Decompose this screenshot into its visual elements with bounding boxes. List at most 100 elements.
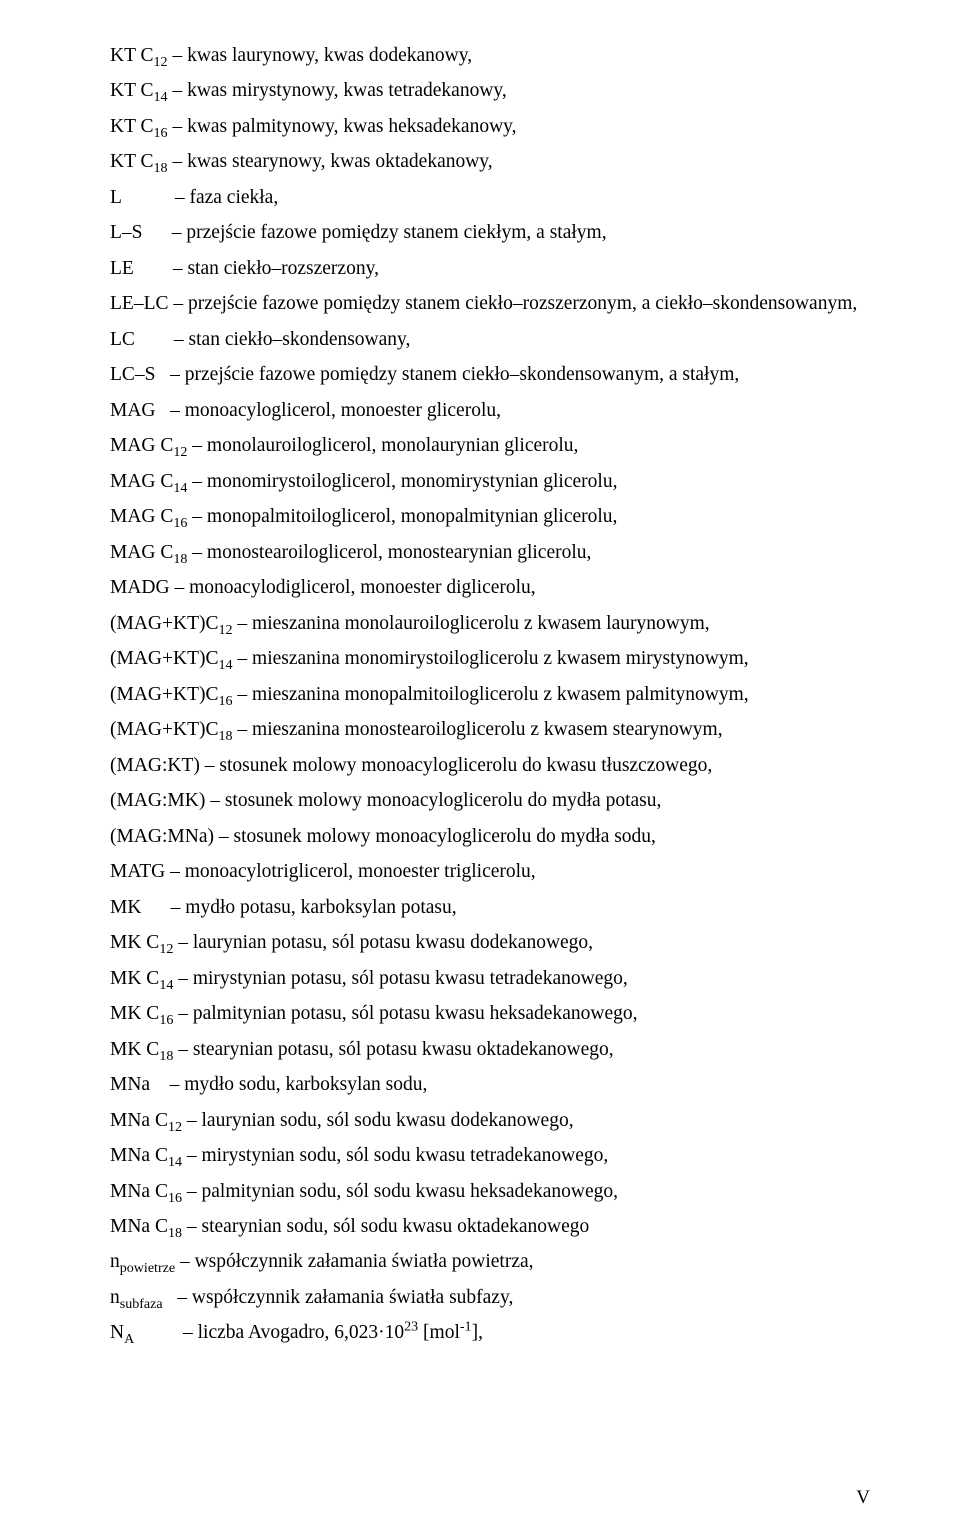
description: – mydło potasu, karboksylan potasu, xyxy=(171,897,457,918)
term: KT C xyxy=(110,80,154,101)
term: MNa C xyxy=(110,1110,168,1131)
definition-line: (MAG+KT)C18 – mieszanina monostearoilogl… xyxy=(110,712,870,747)
description-end: ], xyxy=(472,1322,483,1343)
description: – współczynnik załamania światła powietr… xyxy=(175,1251,533,1272)
term-subscript: subfaza xyxy=(120,1296,163,1312)
definition-line: LE–LC – przejście fazowe pomiędzy stanem… xyxy=(110,286,870,321)
term: LC xyxy=(110,329,135,350)
description: – przejście fazowe pomiędzy stanem ciekł… xyxy=(173,293,857,314)
description-superscript: 23 xyxy=(404,1319,418,1335)
description: – mydło sodu, karboksylan sodu, xyxy=(170,1074,428,1095)
description-tail-superscript: -1 xyxy=(460,1319,472,1335)
definition-line: MADG – monoacylodiglicerol, monoester di… xyxy=(110,570,870,605)
description: – liczba Avogadro, 6,023·10 xyxy=(183,1322,404,1343)
term: LE–LC xyxy=(110,293,169,314)
term-subscript: 12 xyxy=(173,444,187,460)
term: n xyxy=(110,1287,120,1308)
definition-line: LC–S – przejście fazowe pomiędzy stanem … xyxy=(110,357,870,392)
pad xyxy=(163,1287,178,1308)
term: MK xyxy=(110,897,141,918)
definition-line: npowietrze – współczynnik załamania świa… xyxy=(110,1244,870,1279)
description: – mieszanina monomirystoiloglicerolu z k… xyxy=(233,648,749,669)
term-subscript: 18 xyxy=(159,1047,173,1063)
term: MAG C xyxy=(110,471,173,492)
term: (MAG:MK) xyxy=(110,790,205,811)
definition-line: MAG C18 – monostearoiloglicerol, monoste… xyxy=(110,535,870,570)
description: – palmitynian sodu, sól sodu kwasu heksa… xyxy=(182,1181,618,1202)
term-subscript: 16 xyxy=(159,1012,173,1028)
term: MNa C xyxy=(110,1216,168,1237)
description: – stosunek molowy monoacyloglicerolu do … xyxy=(200,755,712,776)
document-page: KT C12 – kwas laurynowy, kwas dodekanowy… xyxy=(0,0,960,1537)
definition-line: L–S – przejście fazowe pomiędzy stanem c… xyxy=(110,215,870,250)
description: – laurynian sodu, sól sodu kwasu dodekan… xyxy=(182,1110,574,1131)
description: – kwas stearynowy, kwas oktadekanowy, xyxy=(168,151,493,172)
definition-line: LE – stan ciekło–rozszerzony, xyxy=(110,251,870,286)
definition-line: L – faza ciekła, xyxy=(110,180,870,215)
definition-line: MK C14 – mirystynian potasu, sól potasu … xyxy=(110,961,870,996)
description-tail: [mol xyxy=(418,1322,460,1343)
term-subscript: 12 xyxy=(159,941,173,957)
term: N xyxy=(110,1322,124,1343)
definition-line: MNa C12 – laurynian sodu, sól sodu kwasu… xyxy=(110,1103,870,1138)
term: MK C xyxy=(110,968,159,989)
term: (MAG+KT)C xyxy=(110,613,219,634)
term: MK C xyxy=(110,1003,159,1024)
description: – stosunek molowy monoacyloglicerolu do … xyxy=(214,826,656,847)
term-subscript: 14 xyxy=(219,657,233,673)
term-subscript: 18 xyxy=(168,1225,182,1241)
description: – monolauroiloglicerol, monolaurynian gl… xyxy=(187,435,578,456)
term-subscript: A xyxy=(124,1331,134,1347)
definition-line: (MAG+KT)C16 – mieszanina monopalmitoilog… xyxy=(110,677,870,712)
definition-line: (MAG:KT) – stosunek molowy monoacyloglic… xyxy=(110,748,870,783)
definition-line: NA – liczba Avogadro, 6,023·1023 [mol-1]… xyxy=(110,1315,870,1350)
description: – palmitynian potasu, sól potasu kwasu h… xyxy=(173,1003,637,1024)
term-subscript: 16 xyxy=(173,515,187,531)
term: MNa C xyxy=(110,1181,168,1202)
description: – monomirystoiloglicerol, monomirystynia… xyxy=(187,471,617,492)
description: – monoacylodiglicerol, monoester diglice… xyxy=(170,577,536,598)
description: – przejście fazowe pomiędzy stanem ciekł… xyxy=(172,222,607,243)
description: – mieszanina monopalmitoiloglicerolu z k… xyxy=(233,684,749,705)
pad xyxy=(156,400,171,421)
term: KT C xyxy=(110,116,154,137)
definition-line: KT C18 – kwas stearynowy, kwas oktadekan… xyxy=(110,144,870,179)
term-subscript: 18 xyxy=(173,551,187,567)
definition-line: MAG C12 – monolauroiloglicerol, monolaur… xyxy=(110,428,870,463)
term-subscript: 16 xyxy=(154,125,168,141)
description: – laurynian potasu, sól potasu kwasu dod… xyxy=(173,932,593,953)
description: – stan ciekło–rozszerzony, xyxy=(173,258,379,279)
definition-line: MAG C16 – monopalmitoiloglicerol, monopa… xyxy=(110,499,870,534)
term: MADG xyxy=(110,577,170,598)
term-subscript: powietrze xyxy=(120,1260,175,1276)
definition-line: MK C18 – stearynian potasu, sól potasu k… xyxy=(110,1032,870,1067)
term-subscript: 16 xyxy=(168,1189,182,1205)
definition-line: MNa – mydło sodu, karboksylan sodu, xyxy=(110,1067,870,1102)
description: – stosunek molowy monoacyloglicerolu do … xyxy=(205,790,661,811)
term: MK C xyxy=(110,1039,159,1060)
term: MNa C xyxy=(110,1145,168,1166)
term: LE xyxy=(110,258,134,279)
description: – mieszanina monostearoiloglicerolu z kw… xyxy=(233,719,723,740)
definition-line: (MAG+KT)C14 – mieszanina monomirystoilog… xyxy=(110,641,870,676)
term-subscript: 16 xyxy=(219,693,233,709)
term: MAG C xyxy=(110,435,173,456)
term-subscript: 14 xyxy=(154,89,168,105)
definition-line: MNa C16 – palmitynian sodu, sól sodu kwa… xyxy=(110,1174,870,1209)
definition-line: nsubfaza – współczynnik załamania światł… xyxy=(110,1280,870,1315)
description: – mirystynian potasu, sól potasu kwasu t… xyxy=(173,968,627,989)
term: (MAG:KT) xyxy=(110,755,200,776)
term: (MAG+KT)C xyxy=(110,684,219,705)
description: – mieszanina monolauroiloglicerolu z kwa… xyxy=(233,613,710,634)
description: – stearynian sodu, sól sodu kwasu oktade… xyxy=(182,1216,589,1237)
term: L–S xyxy=(110,222,143,243)
description: – kwas palmitynowy, kwas heksadekanowy, xyxy=(168,116,517,137)
term: (MAG+KT)C xyxy=(110,719,219,740)
pad xyxy=(135,329,174,350)
description: – przejście fazowe pomiędzy stanem ciekł… xyxy=(170,364,739,385)
term: L xyxy=(110,187,121,208)
pad xyxy=(121,187,175,208)
term: MK C xyxy=(110,932,159,953)
pad xyxy=(156,364,171,385)
page-number: V xyxy=(856,1487,870,1509)
